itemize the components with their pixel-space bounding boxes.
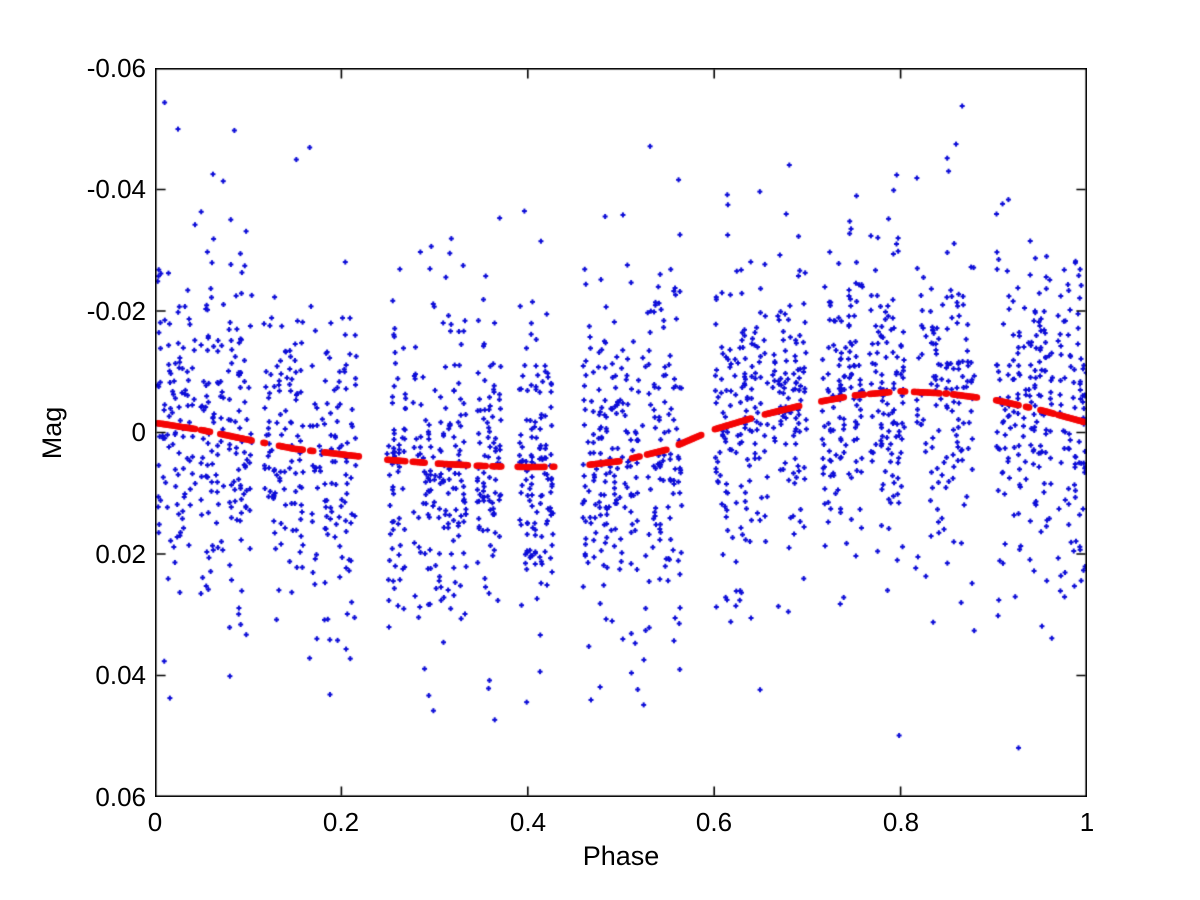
y-tick-label-5: 0.04 xyxy=(95,660,146,690)
y-tick-label-2: -0.02 xyxy=(86,296,146,326)
x-tick-label-1: 0.2 xyxy=(322,807,360,837)
y-tick-label-1: -0.04 xyxy=(86,174,146,204)
x-tick-label-3: 0.6 xyxy=(695,807,733,837)
y-tick-label-6: 0.06 xyxy=(95,782,146,812)
plot-area-canvas xyxy=(155,68,1087,797)
x-tick-label-2: 0.4 xyxy=(509,807,547,837)
y-tick-label-4: 0.02 xyxy=(95,539,146,569)
y-axis-label: Mag xyxy=(37,406,67,460)
x-tick-label-5: 1 xyxy=(1079,807,1095,837)
y-tick-label-3: 0 xyxy=(131,417,146,447)
y-tick-label-0: -0.06 xyxy=(86,53,146,83)
x-tick-label-0: 0 xyxy=(147,807,163,837)
x-tick-label-4: 0.8 xyxy=(882,807,920,837)
x-axis-label: Phase xyxy=(582,841,660,871)
